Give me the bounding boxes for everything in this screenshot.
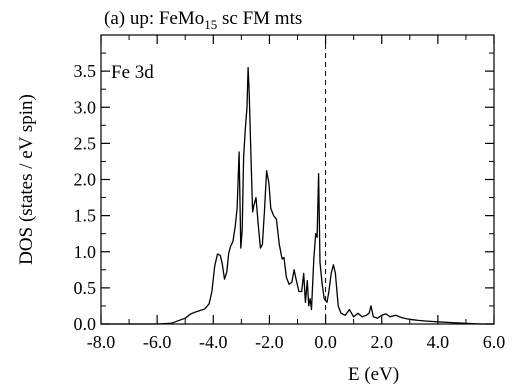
- y-tick-label: 3.5: [74, 61, 97, 81]
- y-axis-label: DOS (states / eV spin): [16, 94, 37, 265]
- y-tick-label: 3.0: [74, 97, 97, 117]
- x-tick-label: -6.0: [143, 332, 172, 352]
- chart-title-subscript: 15: [204, 17, 217, 32]
- y-tick-label: 2.0: [74, 170, 97, 190]
- x-tick-label: 4.0: [427, 332, 450, 352]
- dos-series-line: [101, 66, 494, 325]
- chart-title-main: (a) up: FeMo: [104, 8, 204, 29]
- plot-frame: [100, 34, 495, 325]
- y-tick-label: 1.5: [74, 206, 97, 226]
- x-tick-label: -4.0: [199, 332, 228, 352]
- x-tick-label: 0.0: [314, 332, 337, 352]
- x-tick-label: -8.0: [87, 332, 116, 352]
- x-tick-label: 2.0: [370, 332, 393, 352]
- x-axis-label: E (eV): [348, 364, 399, 385]
- axis-tick-labels: -8.0 -6.0 -4.0 -2.0 0.0 2.0 4.0 6.0 0.0 0.5 1.0 1.5…: [74, 61, 506, 352]
- x-tick-label: -2.0: [255, 332, 284, 352]
- chart-title: (a) up: FeMo15 sc FM mts: [104, 8, 302, 32]
- y-tick-label: 2.5: [74, 133, 97, 153]
- chart-title-suffix: sc FM mts: [217, 8, 302, 29]
- y-tick-label: 0.5: [74, 278, 97, 298]
- x-tick-label: 6.0: [483, 332, 506, 352]
- axis-ticks: [100, 35, 495, 325]
- y-tick-label: 0.0: [74, 314, 97, 334]
- y-tick-label: 1.0: [74, 242, 97, 262]
- orbital-annotation: Fe 3d: [111, 62, 154, 83]
